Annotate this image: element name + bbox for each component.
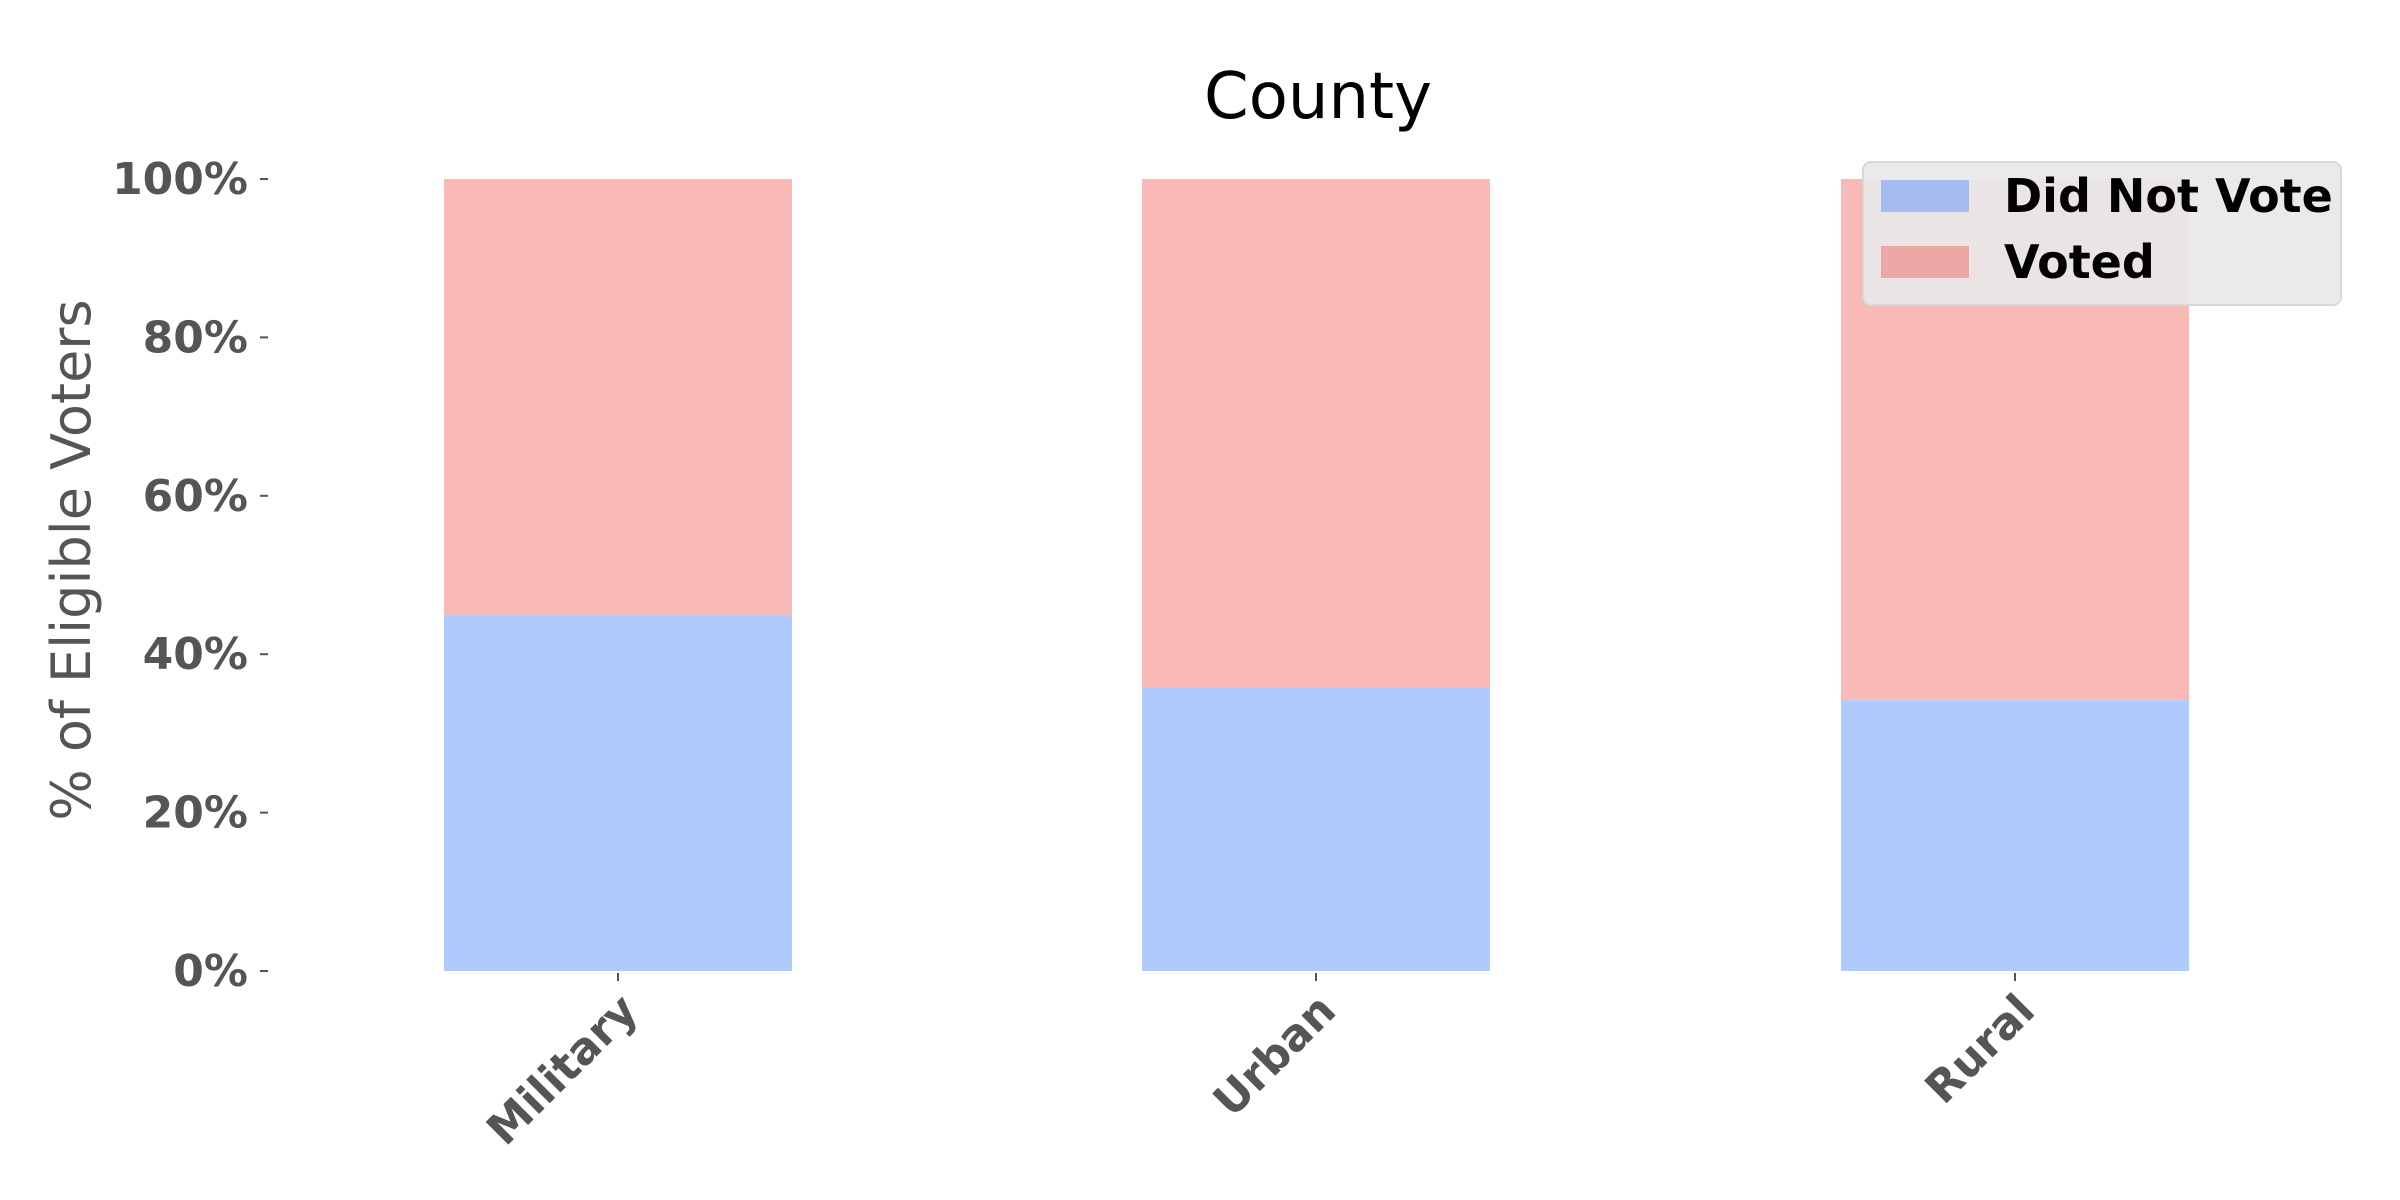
y-axis: 0% 20% 40% 60% 80% 100% (112, 154, 268, 997)
bar-military-did-not-vote (444, 614, 792, 971)
legend-label: Did Not Vote (2004, 169, 2333, 223)
y-tick-label: 20% (143, 788, 248, 839)
bar-urban-voted (1142, 179, 1490, 688)
y-axis-label: % of Eligible Voters (40, 299, 103, 820)
bar-rural-did-not-vote (1841, 700, 2189, 971)
x-tick-label: Urban (1204, 985, 1346, 1127)
bars-layer (444, 179, 2189, 971)
y-tick-label: 80% (143, 312, 248, 363)
chart-title: County (1204, 60, 1432, 134)
bar-military-voted (444, 179, 792, 615)
legend-label: Voted (2004, 235, 2155, 289)
legend: Did Not Vote Voted (1862, 161, 2342, 306)
y-tick-label: 40% (143, 629, 248, 680)
x-axis: Military Urban Rural (477, 973, 2045, 1155)
legend-swatch (1881, 180, 1969, 212)
x-tick-label: Rural (1916, 985, 2045, 1114)
x-tick-label: Military (477, 985, 648, 1156)
y-tick-label: 0% (173, 946, 248, 997)
y-tick-label: 60% (143, 471, 248, 522)
legend-box (1862, 161, 2342, 306)
legend-swatch (1881, 246, 1969, 278)
bar-urban-did-not-vote (1142, 687, 1490, 971)
y-tick-label: 100% (112, 154, 248, 205)
